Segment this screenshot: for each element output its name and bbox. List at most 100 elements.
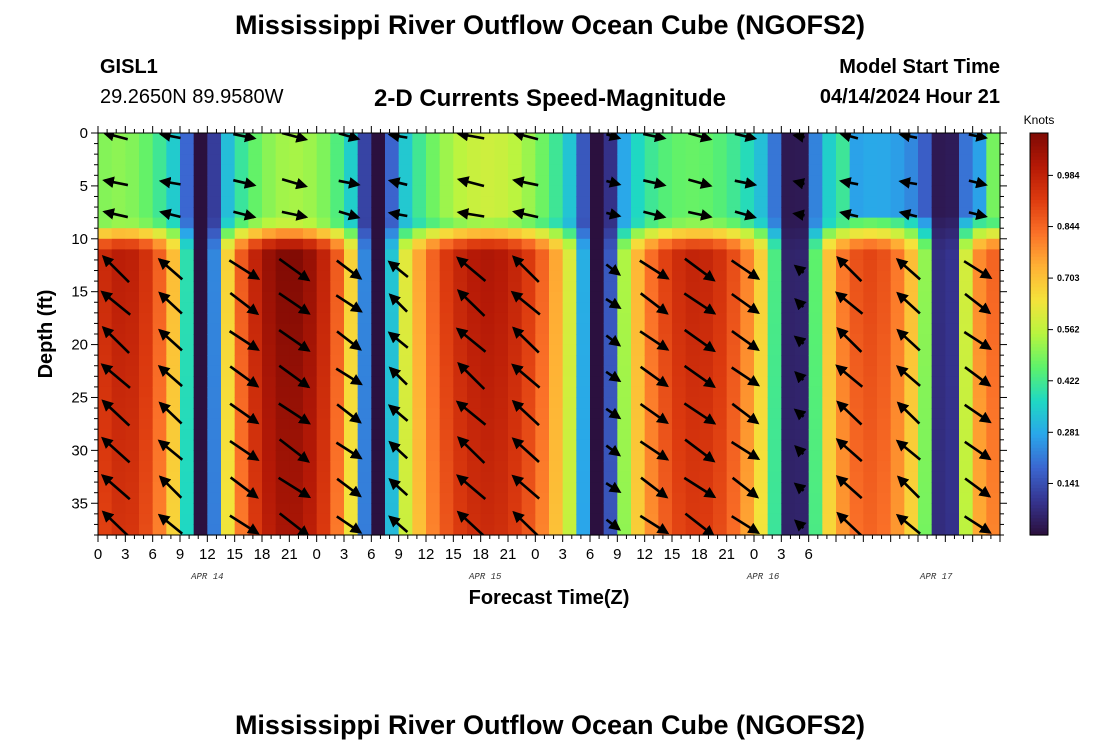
heat-cell — [549, 397, 564, 409]
heat-cell — [713, 175, 728, 187]
heat-cell — [193, 133, 208, 145]
heat-cell — [98, 386, 113, 399]
heat-cell — [467, 344, 482, 356]
heat-cell — [521, 482, 536, 494]
heat-cell — [467, 312, 482, 325]
heat-cell — [672, 334, 687, 346]
heat-cell — [125, 471, 140, 483]
heat-cell — [193, 259, 208, 272]
current-vector — [683, 476, 717, 499]
heat-cell — [412, 259, 427, 272]
heat-cell — [152, 524, 167, 536]
heat-cell — [398, 323, 413, 335]
heat-cell — [480, 450, 495, 462]
heat-cell — [125, 503, 140, 515]
colorbar-segment — [1030, 431, 1048, 436]
colorbar-segment — [1030, 488, 1048, 493]
heat-cell — [877, 524, 892, 536]
heat-cell — [262, 524, 277, 536]
heat-cell — [207, 334, 222, 346]
current-vector — [281, 177, 308, 190]
heat-cell — [494, 154, 509, 166]
current-vector — [639, 402, 669, 425]
heat-cell — [262, 175, 277, 187]
heat-cell — [234, 133, 249, 145]
heat-cell — [986, 450, 1001, 462]
heat-cell — [644, 238, 659, 250]
colorbar-segment — [1030, 226, 1048, 231]
heat-cell — [262, 217, 277, 229]
heat-cell — [139, 249, 154, 261]
heat-cell — [316, 291, 331, 303]
heat-cell — [685, 524, 700, 536]
heat-cell — [877, 238, 892, 250]
heat-cell — [139, 344, 154, 356]
heat-cell — [590, 185, 605, 198]
heat-cell — [180, 334, 195, 346]
heat-cell — [959, 513, 974, 526]
heat-cell — [549, 429, 564, 441]
heat-cell — [972, 492, 987, 504]
heat-cell — [590, 270, 605, 282]
heat-cell — [617, 291, 632, 303]
heat-cell — [412, 503, 427, 515]
heat-cell — [590, 175, 605, 187]
heat-cell — [904, 460, 919, 473]
heat-cell — [385, 196, 400, 208]
heat-cell — [603, 228, 618, 240]
heat-cell — [822, 355, 837, 367]
heat-cell — [152, 281, 167, 293]
heat-cell — [644, 482, 659, 494]
heat-cell — [754, 238, 769, 250]
y-tick-label: 35 — [71, 495, 88, 512]
heat-cell — [931, 154, 946, 166]
heat-cell — [385, 249, 400, 261]
heat-cell — [98, 450, 113, 462]
heat-cell — [152, 408, 167, 420]
heat-cell — [275, 334, 290, 346]
heat-cell — [262, 228, 277, 240]
heat-cell — [986, 376, 1001, 388]
heat-cell — [931, 471, 946, 483]
heat-cell — [644, 397, 659, 409]
current-vector — [233, 209, 257, 221]
heat-cell — [344, 259, 359, 272]
heat-cell — [822, 143, 837, 155]
heat-cell — [631, 344, 646, 356]
heat-cell — [125, 460, 140, 473]
colorbar-segment — [1030, 511, 1048, 516]
heat-cell — [849, 429, 864, 441]
heat-cell — [918, 228, 933, 240]
heat-cell — [521, 291, 536, 303]
heat-cell — [494, 228, 509, 240]
heat-cell — [152, 460, 167, 473]
heat-cell — [617, 334, 632, 346]
heat-cell — [740, 355, 755, 367]
heat-cell — [699, 259, 714, 272]
heat-cell — [111, 492, 126, 504]
colorbar-segment — [1030, 200, 1048, 204]
heat-cell — [521, 429, 536, 441]
heat-cell — [111, 312, 126, 325]
heat-cell — [166, 513, 181, 526]
heat-cell — [166, 154, 181, 166]
heat-cell — [330, 207, 345, 219]
current-vector — [836, 400, 863, 426]
heat-cell — [344, 503, 359, 515]
heat-cell — [740, 503, 755, 515]
heat-cell — [125, 228, 140, 240]
heat-cell — [590, 482, 605, 494]
heat-cell — [330, 312, 345, 325]
heat-cell — [398, 439, 413, 451]
heat-cell — [631, 164, 646, 176]
heat-cell — [98, 355, 113, 367]
heat-cell — [904, 365, 919, 377]
heat-cell — [740, 164, 755, 176]
heat-cell — [986, 334, 1001, 346]
heat-cell — [918, 217, 933, 229]
heat-cell — [849, 164, 864, 176]
heat-cell — [221, 524, 236, 536]
heat-cell — [535, 376, 550, 388]
heat-cell — [562, 217, 577, 229]
heat-cell — [562, 291, 577, 303]
